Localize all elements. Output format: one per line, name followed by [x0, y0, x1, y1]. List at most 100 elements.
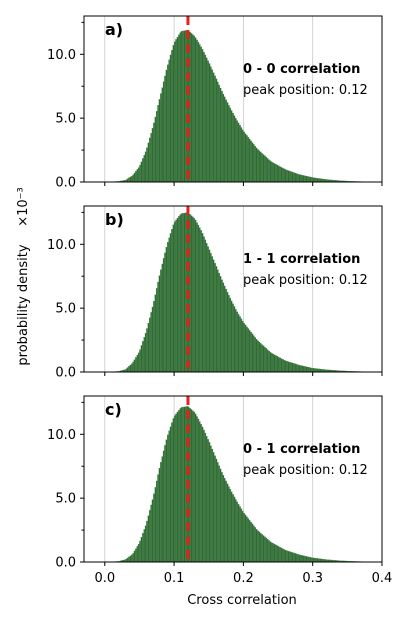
histogram-bar	[283, 549, 286, 563]
histogram-bar	[247, 518, 250, 563]
histogram-bar	[172, 418, 175, 563]
histogram-bar	[161, 263, 164, 373]
histogram-bar	[283, 168, 286, 183]
histogram-bar	[272, 353, 275, 373]
histogram-bar	[131, 554, 133, 563]
histogram-bar	[290, 551, 293, 563]
histogram-bar	[196, 416, 198, 563]
histogram-bar	[273, 543, 276, 563]
histogram-bar	[273, 354, 276, 373]
histogram-bar	[297, 364, 299, 373]
histogram-bar	[262, 345, 265, 373]
histogram-bar	[262, 154, 265, 183]
histogram-bar	[222, 475, 225, 563]
histogram-bar	[251, 523, 254, 563]
histogram-bar	[313, 557, 316, 563]
histogram-bar	[311, 557, 313, 563]
histogram-bar	[275, 544, 277, 563]
histogram-bar	[289, 361, 291, 373]
panel-2: 0.0 5.0 10.0 b) 1 - 1 correlation peak positi…	[47, 205, 383, 381]
histogram-bar	[185, 212, 187, 373]
histogram-bar	[283, 359, 286, 373]
histogram-bar	[142, 341, 144, 373]
histogram-bar	[226, 102, 229, 183]
histogram-bar	[135, 548, 137, 563]
histogram-bar	[150, 504, 153, 563]
histogram-bar	[140, 161, 143, 183]
peak-position-annotation: peak position: 0.12	[243, 463, 368, 478]
histogram-bar	[194, 37, 197, 183]
histogram-bar	[239, 506, 241, 563]
histogram-bar	[153, 122, 155, 183]
histogram-bar	[211, 256, 214, 373]
histogram-bar	[168, 237, 171, 373]
histogram-bar	[250, 521, 252, 563]
histogram-bar	[302, 365, 305, 373]
histogram-bar	[173, 221, 176, 373]
histogram-bar	[208, 249, 211, 373]
histogram-bar	[315, 177, 317, 183]
peak-position-annotation: peak position: 0.12	[243, 83, 368, 98]
histogram-bar	[230, 110, 233, 183]
histogram-bar	[236, 311, 238, 373]
histogram-bar	[208, 442, 211, 563]
histogram-bar	[194, 413, 197, 563]
histogram-bar	[280, 167, 283, 183]
histogram-bar	[208, 63, 211, 183]
histogram-bar	[222, 93, 225, 183]
histogram-bar	[304, 175, 306, 183]
histogram-bar	[178, 34, 180, 183]
histogram-bar	[282, 359, 284, 373]
histogram-bar	[272, 162, 275, 183]
histogram-bar	[144, 151, 147, 183]
histogram-bar	[268, 159, 270, 183]
histogram-bar	[201, 426, 204, 563]
histogram-bar	[277, 165, 280, 183]
histogram-bar	[147, 515, 150, 563]
histogram-bar	[277, 356, 280, 373]
histogram-bar	[266, 158, 269, 183]
histogram-bar	[309, 176, 312, 183]
histogram-bar	[171, 49, 173, 183]
histogram-bar	[302, 555, 305, 563]
y-tick-label: 0.0	[55, 556, 76, 571]
panel-1: 0.0 5.0 10.0 a) 0 - 0 correlation peak positi…	[47, 15, 383, 191]
histogram-bar	[262, 535, 265, 563]
histogram-bar	[126, 367, 129, 373]
histogram-bar	[243, 131, 245, 183]
histogram-bar	[176, 218, 179, 373]
histogram-bar	[151, 499, 154, 563]
histogram-bar	[155, 288, 158, 373]
histogram-bar	[133, 172, 136, 183]
histogram-bar	[178, 410, 180, 563]
histogram-bar	[237, 122, 240, 183]
histogram-bar	[143, 529, 146, 563]
histogram-bar	[129, 364, 132, 373]
histogram-bar	[179, 32, 182, 183]
histogram-bar	[169, 233, 172, 373]
histogram-bar	[175, 413, 177, 563]
histogram-bar	[140, 345, 143, 373]
y-tick-label: 0.0	[55, 366, 76, 381]
histogram-bar	[286, 361, 288, 373]
histogram-bar	[212, 452, 215, 563]
histogram-bar	[291, 552, 294, 563]
histogram-bar	[259, 532, 262, 563]
histogram-bar	[305, 366, 308, 373]
histogram-bar	[154, 116, 157, 183]
histogram-bar	[225, 99, 227, 183]
histogram-bar	[204, 54, 207, 183]
histogram-bar	[289, 551, 291, 563]
histogram-bar	[223, 477, 226, 563]
histogram-bar	[193, 411, 196, 563]
histogram-bar	[258, 341, 261, 373]
histogram-bar	[291, 362, 294, 373]
histogram-bar	[162, 81, 165, 183]
histogram-bar	[172, 224, 175, 373]
histogram-bar	[307, 556, 309, 563]
histogram-bar	[218, 272, 220, 373]
histogram-bar	[237, 314, 240, 373]
histogram-bar	[139, 349, 141, 373]
histogram-bar	[244, 324, 247, 373]
histogram-bar	[221, 279, 223, 373]
